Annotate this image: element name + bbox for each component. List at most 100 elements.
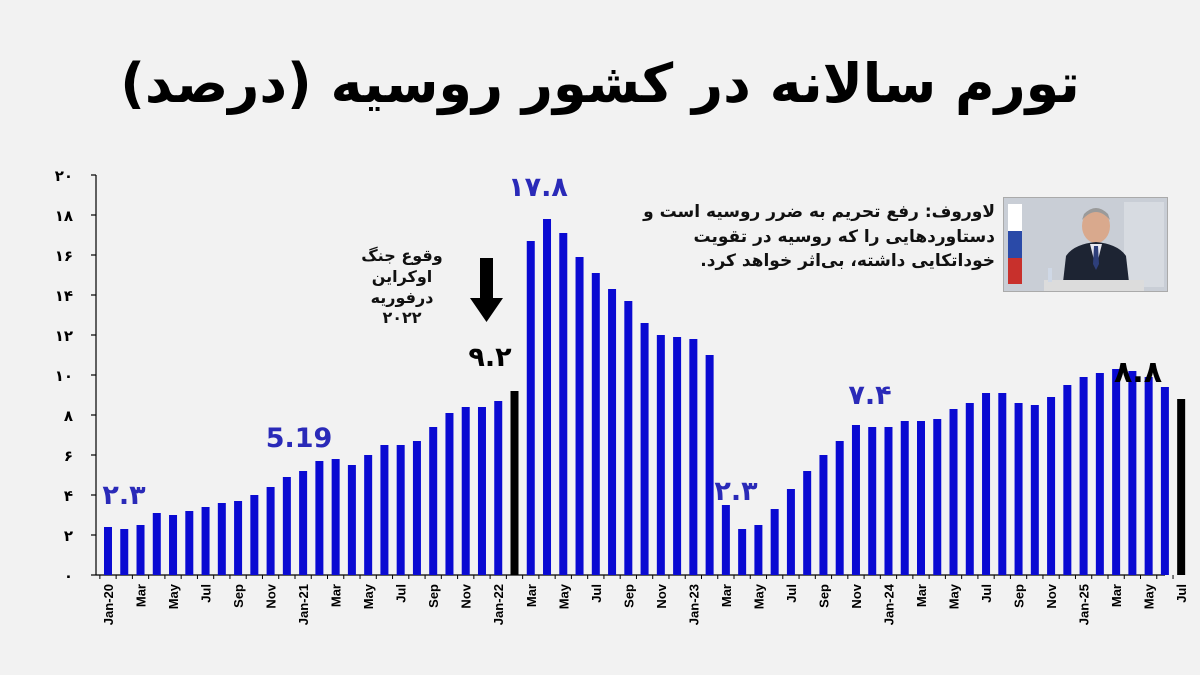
bar-sep-20 <box>234 501 243 575</box>
bar-dec-21 <box>477 407 486 575</box>
bar-jan-20 <box>104 527 112 575</box>
bar-may-20 <box>169 515 178 575</box>
x-tick-label: Jul <box>394 584 409 603</box>
bar-sep-22 <box>624 301 633 575</box>
x-tick-label: Mar <box>329 584 344 607</box>
x-tick-label: Jul <box>1174 584 1189 603</box>
bar-feb-24 <box>900 421 909 575</box>
y-tick-label: ۴ <box>64 487 73 505</box>
x-tick-label: Mar <box>719 584 734 607</box>
x-tick-label: Mar <box>524 584 539 607</box>
bar-jan-24 <box>884 427 893 575</box>
bar-may-23 <box>754 525 763 575</box>
bar-may-22 <box>559 233 568 575</box>
x-tick-label: Jul <box>589 584 604 603</box>
bar-mar-20 <box>136 525 145 575</box>
y-tick-label: ۱۸ <box>55 207 73 225</box>
data-label: ۲.۳ <box>714 476 758 507</box>
bar-feb-21 <box>315 461 324 575</box>
chart-title: تورم سالانه در کشور روسیه (درصد) <box>120 52 1080 115</box>
bar-jul-22 <box>591 273 600 575</box>
bar-jul-24 <box>982 393 991 575</box>
bar-dec-22 <box>673 337 682 575</box>
x-tick-label: Jan-23 <box>686 584 701 625</box>
x-tick-label: Jan-24 <box>881 583 896 625</box>
x-tick-label: Nov <box>849 583 864 608</box>
bar-jun-24 <box>965 403 974 575</box>
y-tick-label: ۱۰ <box>55 367 73 385</box>
bar-jan-21 <box>299 471 308 575</box>
y-tick-label: ۲ <box>64 527 73 545</box>
bar-mar-22 <box>526 241 535 575</box>
x-tick-label: Nov <box>1044 583 1059 608</box>
bar-jun-21 <box>380 445 389 575</box>
x-tick-label: May <box>947 583 962 609</box>
y-tick-label: ۰ <box>64 567 73 585</box>
bar-nov-21 <box>461 407 470 575</box>
war-annotation-line: ۲۰۲۲ <box>382 308 422 328</box>
bar-apr-24 <box>933 419 942 575</box>
bar-jul-21 <box>396 445 405 575</box>
x-tick-label: Jul <box>199 584 214 603</box>
bar-oct-24 <box>1030 405 1039 575</box>
y-tick-label: ۱۴ <box>55 287 73 305</box>
lavrov-quote: لاوروف: رفع تحریم به ضرر روسیه است و دست… <box>643 202 995 272</box>
bar-mar-21 <box>331 459 340 575</box>
bar-jan-23 <box>689 339 698 575</box>
bar-jan-25 <box>1079 377 1088 575</box>
bar-nov-22 <box>656 335 665 575</box>
bar-feb-22 <box>510 391 519 575</box>
x-tick-label: Mar <box>914 584 929 607</box>
bar-aug-21 <box>412 441 421 575</box>
x-tick-label: May <box>556 583 571 609</box>
bar-oct-20 <box>250 495 259 575</box>
war-annotation-line: درفوریه <box>370 287 434 307</box>
lavrov-photo <box>1003 197 1168 292</box>
x-tick-label: Sep <box>816 584 831 608</box>
war-annotation-line: اوکراین <box>371 266 433 286</box>
bar-sep-21 <box>429 427 438 575</box>
x-tick-label: Nov <box>264 583 279 608</box>
bar-nov-23 <box>851 425 860 575</box>
bar-jan-22 <box>494 401 503 575</box>
bar-may-24 <box>949 409 958 575</box>
data-label: ۹.۲ <box>468 342 512 373</box>
bar-apr-25 <box>1128 371 1137 575</box>
bar-mar-25 <box>1112 369 1121 575</box>
bar-mar-24 <box>917 421 925 575</box>
bar-jun-22 <box>575 257 584 575</box>
bar-aug-23 <box>803 471 812 575</box>
x-tick-label: Sep <box>426 584 441 608</box>
y-tick-label: ۸ <box>64 407 73 425</box>
y-tick-label: ۶ <box>64 447 73 465</box>
data-label: ۷.۴ <box>848 380 891 411</box>
bar-feb-20 <box>120 529 129 575</box>
bar-mar-23 <box>721 505 730 575</box>
x-tick-label: Jan-20 <box>101 584 116 625</box>
x-tick-label: Mar <box>1109 584 1124 607</box>
bar-apr-23 <box>738 529 747 575</box>
bar-feb-23 <box>705 355 714 575</box>
bar-nov-24 <box>1047 397 1056 575</box>
x-tick-label: Mar <box>134 584 149 607</box>
bar-aug-24 <box>998 393 1007 575</box>
bar-aug-22 <box>608 289 617 575</box>
y-tick-label: ۱۲ <box>55 327 73 345</box>
bar-may-25 <box>1144 377 1153 575</box>
bar-dec-20 <box>282 477 291 575</box>
y-tick-label: ۲۰ <box>55 167 73 185</box>
bar-apr-21 <box>347 465 356 575</box>
data-label: 5.19 <box>266 423 333 454</box>
x-tick-label: May <box>1142 583 1157 609</box>
x-tick-label: Jan-21 <box>296 584 311 625</box>
bar-aug-20 <box>217 503 226 575</box>
bar-jul-25 <box>1177 399 1186 575</box>
x-tick-label: Nov <box>459 583 474 608</box>
x-tick-label: Jul <box>784 584 799 603</box>
x-tick-label: May <box>166 583 181 609</box>
x-tick-label: May <box>361 583 376 609</box>
bar-sep-24 <box>1014 403 1023 575</box>
bar-nov-20 <box>266 487 275 575</box>
x-tick-label: Sep <box>1012 584 1027 608</box>
